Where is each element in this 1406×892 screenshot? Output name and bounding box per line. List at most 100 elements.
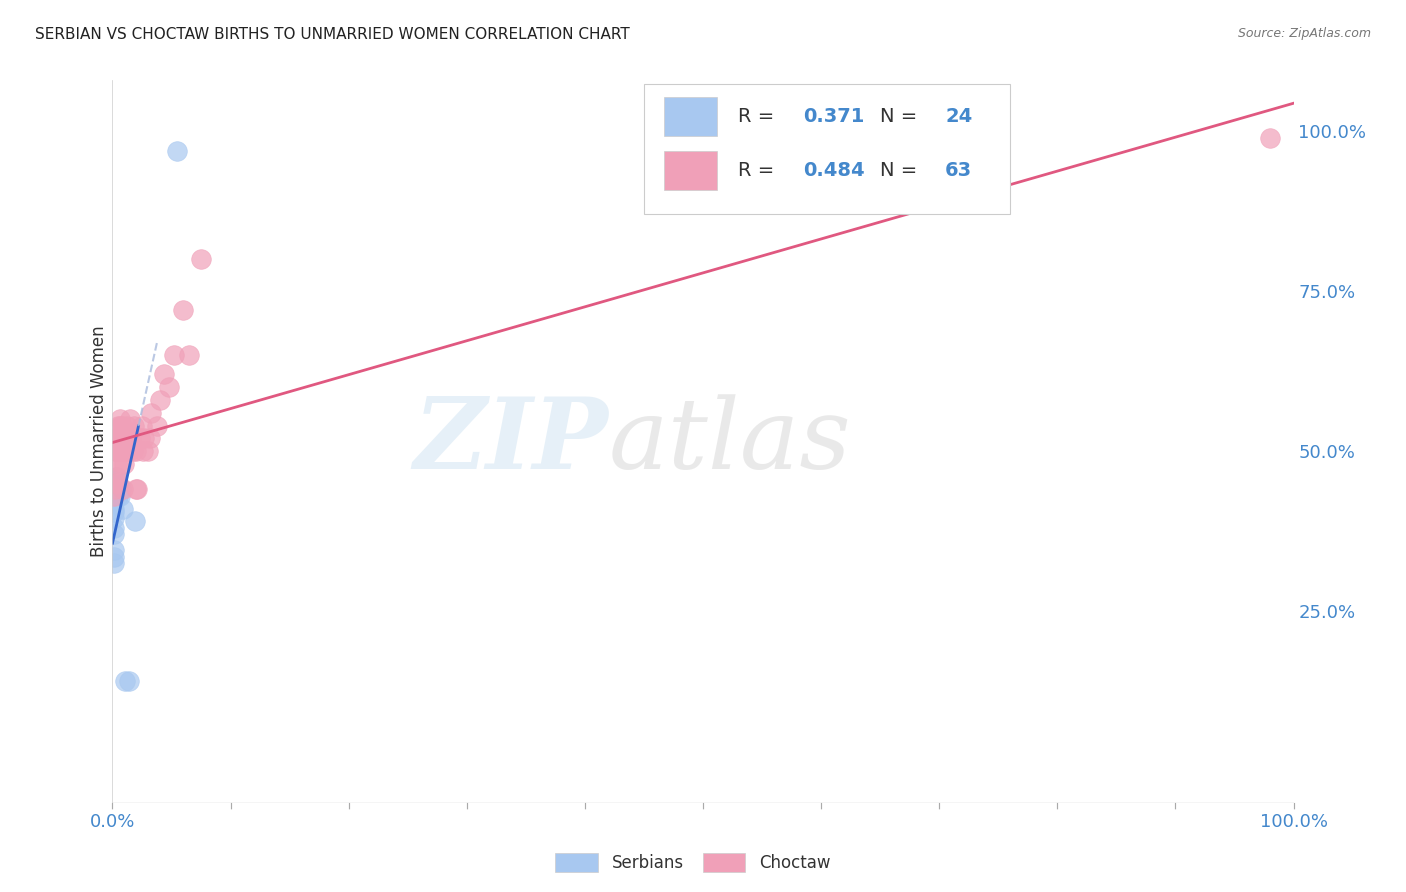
Point (163, 348, 186, 362)
Point (108, 412, 131, 426)
Point (107, 418, 129, 433)
Point (157, 380, 180, 394)
Point (103, 556, 125, 570)
Point (118, 444, 141, 458)
Point (110, 431, 132, 445)
Point (131, 418, 153, 433)
Point (172, 303, 194, 318)
Point (1258, 131, 1281, 145)
Point (104, 489, 127, 503)
Point (103, 527, 125, 541)
Point (112, 431, 135, 445)
Point (107, 476, 129, 491)
Point (103, 495, 125, 509)
Point (105, 444, 128, 458)
Point (114, 674, 136, 689)
Point (124, 515, 146, 529)
Point (108, 431, 131, 445)
Point (118, 674, 141, 689)
Text: 0.484: 0.484 (803, 161, 865, 180)
Point (110, 444, 132, 458)
Point (105, 483, 128, 497)
Point (108, 444, 131, 458)
Point (107, 444, 129, 458)
Point (120, 431, 142, 445)
Text: atlas: atlas (609, 394, 851, 489)
Point (115, 418, 138, 433)
Point (103, 521, 125, 535)
Point (149, 392, 172, 407)
Point (103, 543, 125, 558)
Point (146, 418, 169, 433)
Text: N =: N = (880, 107, 924, 126)
Point (111, 418, 134, 433)
Point (110, 431, 132, 445)
Point (139, 431, 162, 445)
FancyBboxPatch shape (664, 151, 717, 191)
Point (115, 444, 138, 458)
Point (117, 431, 139, 445)
Point (190, 252, 212, 267)
Text: 0.371: 0.371 (803, 107, 865, 126)
Point (107, 489, 129, 503)
Point (104, 476, 127, 491)
Point (125, 444, 148, 458)
Point (128, 431, 150, 445)
Point (105, 431, 128, 445)
Point (105, 431, 128, 445)
Point (117, 425, 139, 439)
Point (112, 501, 135, 516)
Y-axis label: Births to Unmarried Women: Births to Unmarried Women (90, 326, 108, 558)
Point (112, 483, 135, 497)
Point (108, 489, 131, 503)
Text: ZIP: ZIP (413, 393, 609, 490)
Text: R =: R = (738, 107, 780, 126)
Point (136, 444, 159, 458)
Point (103, 511, 125, 525)
Point (179, 348, 201, 362)
Point (105, 431, 128, 445)
Point (107, 483, 129, 497)
Point (108, 418, 131, 433)
Text: 63: 63 (945, 161, 972, 180)
Point (104, 483, 127, 497)
Point (112, 444, 135, 458)
Point (132, 444, 155, 458)
FancyBboxPatch shape (644, 84, 1010, 214)
Point (122, 418, 145, 433)
Point (105, 444, 128, 458)
Point (125, 483, 148, 497)
Point (104, 483, 127, 497)
Point (103, 501, 125, 516)
Text: Choctaw: Choctaw (759, 854, 831, 871)
Point (110, 457, 132, 471)
Text: N =: N = (880, 161, 924, 180)
Point (121, 444, 143, 458)
Point (153, 368, 176, 382)
Point (105, 444, 128, 458)
Point (120, 412, 142, 426)
Point (105, 469, 128, 483)
Point (111, 431, 134, 445)
Point (166, 144, 188, 158)
Point (105, 473, 128, 487)
Text: R =: R = (738, 161, 780, 180)
Point (105, 469, 128, 483)
Text: SERBIAN VS CHOCTAW BIRTHS TO UNMARRIED WOMEN CORRELATION CHART: SERBIAN VS CHOCTAW BIRTHS TO UNMARRIED W… (35, 27, 630, 42)
Point (110, 483, 132, 497)
Point (103, 489, 125, 503)
FancyBboxPatch shape (664, 96, 717, 136)
Point (103, 505, 125, 519)
Point (111, 444, 134, 458)
Text: 24: 24 (945, 107, 973, 126)
Point (105, 469, 128, 483)
Point (114, 444, 136, 458)
Point (103, 549, 125, 564)
Point (114, 431, 136, 445)
Point (105, 444, 128, 458)
Point (141, 406, 163, 420)
Text: Source: ZipAtlas.com: Source: ZipAtlas.com (1237, 27, 1371, 40)
Point (107, 431, 129, 445)
Point (127, 483, 149, 497)
Point (112, 457, 135, 471)
